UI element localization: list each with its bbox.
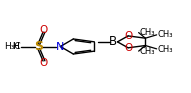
Text: CH₃: CH₃ bbox=[158, 30, 173, 39]
Text: H: H bbox=[12, 42, 19, 50]
Text: CH₃: CH₃ bbox=[139, 28, 155, 37]
Text: CH₃: CH₃ bbox=[158, 45, 173, 54]
Text: N: N bbox=[56, 41, 65, 52]
Text: O: O bbox=[40, 58, 48, 68]
Text: CH₃: CH₃ bbox=[139, 47, 155, 56]
Text: O: O bbox=[124, 31, 132, 41]
Text: S: S bbox=[34, 40, 43, 53]
Text: H: H bbox=[12, 42, 19, 50]
Text: H₃C: H₃C bbox=[4, 42, 20, 51]
Text: B: B bbox=[109, 35, 117, 48]
Text: O: O bbox=[40, 25, 48, 35]
Text: O: O bbox=[124, 43, 132, 53]
